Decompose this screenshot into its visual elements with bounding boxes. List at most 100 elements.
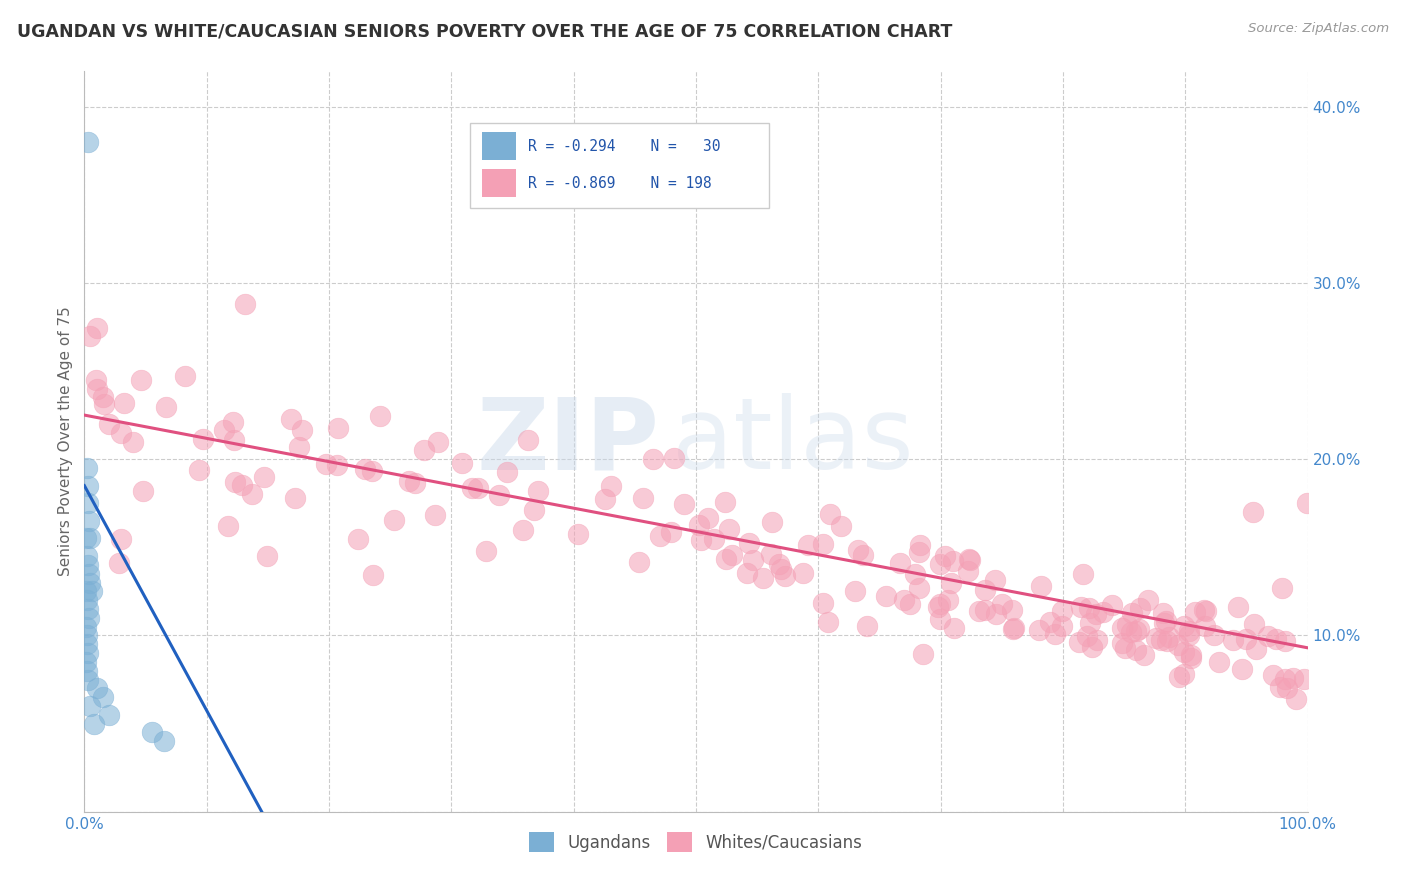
Point: [1133, 648, 1156, 662]
Point: [291, 423, 314, 437]
Point: [713, 495, 735, 509]
Point: [132, 484, 155, 499]
Point: [900, 597, 922, 611]
Point: [287, 441, 309, 455]
Point: [1285, 692, 1308, 706]
Point: [1070, 600, 1092, 615]
Point: [522, 502, 544, 516]
Point: [1234, 632, 1257, 646]
Point: [1144, 632, 1167, 646]
Point: [770, 562, 793, 576]
Point: [846, 542, 869, 557]
Point: [936, 592, 959, 607]
Point: [1195, 604, 1218, 618]
Point: [1184, 605, 1206, 619]
FancyBboxPatch shape: [470, 123, 769, 209]
Point: [368, 409, 391, 424]
Point: [830, 519, 852, 533]
Point: [475, 544, 498, 558]
Point: [346, 532, 368, 546]
Text: R = -0.294    N =   30: R = -0.294 N = 30: [529, 138, 721, 153]
Point: [280, 412, 302, 426]
Point: [752, 571, 775, 585]
Point: [75, 584, 97, 599]
Point: [1173, 645, 1195, 659]
Point: [648, 529, 671, 543]
Point: [77, 558, 100, 572]
Point: [155, 400, 177, 414]
Point: [1002, 622, 1025, 636]
Point: [908, 538, 931, 552]
Point: [86, 681, 108, 696]
Point: [672, 497, 695, 511]
Bar: [482, 132, 516, 161]
Point: [1071, 567, 1094, 582]
Point: [1128, 601, 1150, 615]
Point: [1067, 635, 1090, 649]
Point: [79, 532, 101, 546]
Point: [77, 611, 100, 625]
Point: [174, 369, 197, 384]
Point: [86, 382, 108, 396]
Point: [75, 532, 97, 546]
Point: [984, 607, 1007, 622]
Point: [76, 628, 98, 642]
Point: [1265, 632, 1288, 646]
Point: [83, 716, 105, 731]
Point: [191, 432, 214, 446]
Text: Source: ZipAtlas.com: Source: ZipAtlas.com: [1249, 22, 1389, 36]
Point: [1115, 618, 1137, 632]
Point: [1208, 655, 1230, 669]
Point: [967, 603, 990, 617]
Point: [1001, 603, 1024, 617]
Point: [856, 619, 879, 633]
Point: [222, 433, 245, 447]
Point: [1257, 629, 1279, 643]
Point: [1157, 630, 1180, 644]
Point: [811, 537, 834, 551]
Point: [908, 581, 931, 595]
Point: [593, 492, 616, 507]
Point: [122, 434, 145, 449]
Point: [1241, 505, 1264, 519]
Point: [224, 475, 246, 489]
Point: [742, 552, 765, 566]
Point: [84, 373, 107, 387]
Point: [1101, 599, 1123, 613]
Legend: Ugandans, Whites/Caucasians: Ugandans, Whites/Caucasians: [523, 825, 869, 859]
Bar: [482, 169, 516, 197]
Point: [941, 576, 963, 591]
Point: [813, 596, 835, 610]
Point: [256, 549, 278, 564]
Point: [943, 621, 966, 635]
Point: [141, 725, 163, 739]
Point: [628, 555, 651, 569]
Point: [315, 457, 337, 471]
Point: [768, 557, 790, 571]
Point: [76, 664, 98, 678]
Point: [928, 557, 950, 571]
Point: [696, 511, 718, 525]
Point: [252, 469, 274, 483]
Point: [112, 396, 135, 410]
Point: [738, 536, 761, 550]
Point: [1125, 624, 1147, 639]
Point: [77, 673, 100, 687]
Point: [495, 465, 517, 479]
Point: [77, 135, 100, 149]
Point: [735, 566, 758, 580]
Point: [1092, 605, 1115, 619]
Point: [75, 655, 97, 669]
Point: [773, 568, 796, 582]
Point: [1167, 638, 1189, 652]
Point: [76, 461, 98, 475]
Point: [1156, 614, 1178, 628]
Point: [1261, 667, 1284, 681]
Point: [1078, 615, 1101, 630]
Point: [1271, 581, 1294, 595]
Point: [93, 397, 115, 411]
Point: [1028, 624, 1050, 638]
Point: [77, 566, 100, 581]
Point: [631, 491, 654, 505]
Point: [212, 423, 235, 437]
